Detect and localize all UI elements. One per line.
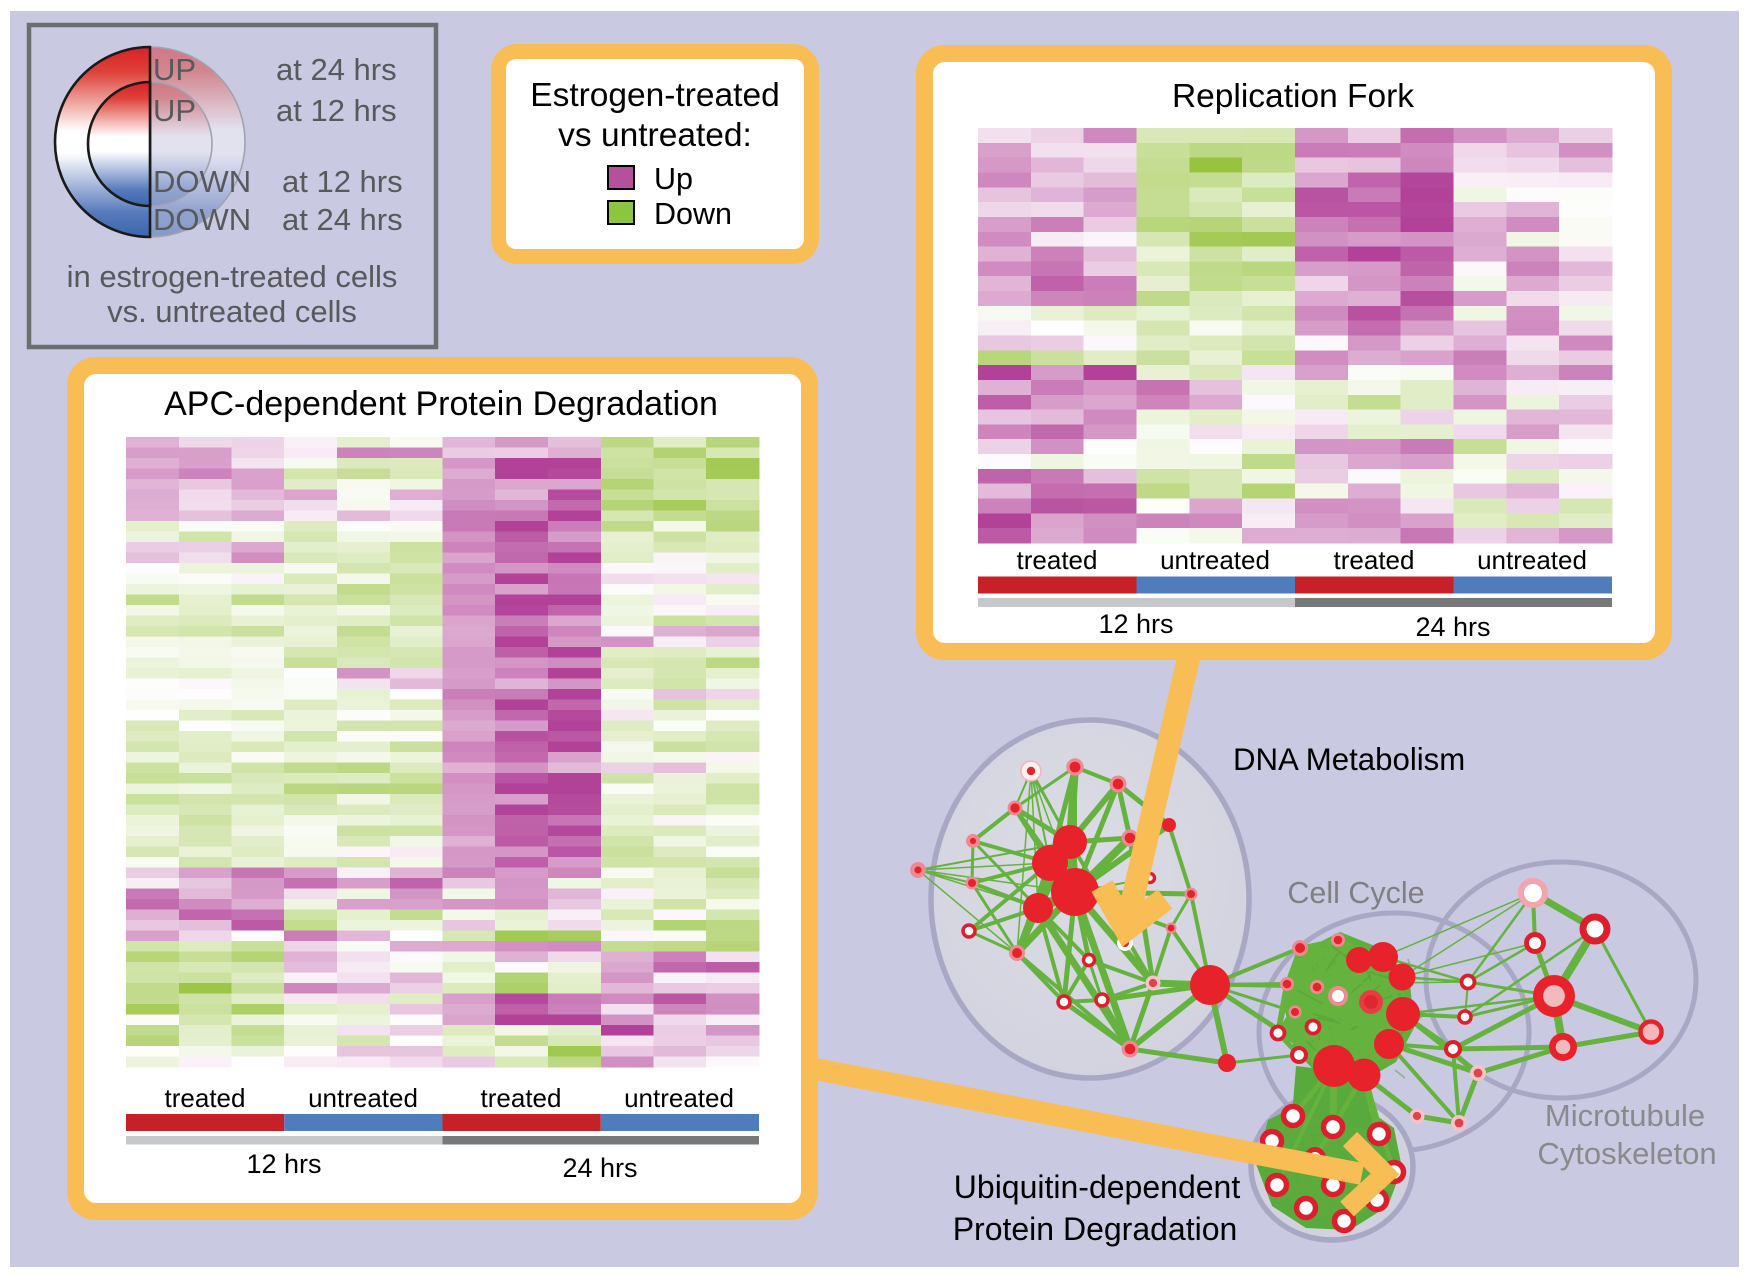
svg-text:in estrogen-treated cells: in estrogen-treated cells [67, 259, 398, 294]
svg-text:Microtubule: Microtubule [1545, 1098, 1705, 1133]
svg-text:Ubiquitin-dependent: Ubiquitin-dependent [954, 1169, 1241, 1205]
svg-text:DOWN: DOWN [153, 164, 251, 199]
svg-text:12 hrs: 12 hrs [246, 1149, 321, 1179]
svg-text:vs. untreated cells: vs. untreated cells [107, 294, 357, 329]
svg-text:UP: UP [153, 52, 196, 87]
svg-text:Estrogen-treated: Estrogen-treated [530, 77, 780, 114]
svg-text:vs untreated:: vs untreated: [558, 117, 752, 154]
svg-text:untreated: untreated [1477, 545, 1587, 575]
svg-text:at 24 hrs: at 24 hrs [282, 202, 403, 237]
svg-text:untreated: untreated [624, 1083, 734, 1113]
svg-text:APC-dependent Protein Degradat: APC-dependent Protein Degradation [164, 385, 718, 423]
svg-text:24 hrs: 24 hrs [1415, 612, 1490, 642]
svg-text:Cell Cycle: Cell Cycle [1287, 876, 1424, 910]
svg-text:treated: treated [165, 1083, 246, 1113]
svg-text:at 12 hrs: at 12 hrs [276, 93, 397, 128]
svg-text:DOWN: DOWN [153, 202, 251, 237]
svg-text:Up: Up [654, 162, 693, 196]
svg-text:untreated: untreated [1160, 545, 1270, 575]
svg-text:12 hrs: 12 hrs [1098, 609, 1173, 639]
svg-text:treated: treated [1334, 545, 1415, 575]
svg-text:untreated: untreated [308, 1083, 418, 1113]
svg-text:DNA Metabolism: DNA Metabolism [1233, 742, 1465, 777]
svg-text:Protein Degradation: Protein Degradation [953, 1211, 1238, 1247]
svg-text:treated: treated [481, 1083, 562, 1113]
svg-text:treated: treated [1017, 545, 1098, 575]
svg-text:Down: Down [654, 197, 732, 231]
svg-text:at 12 hrs: at 12 hrs [282, 164, 403, 199]
svg-text:Replication Fork: Replication Fork [1172, 78, 1414, 115]
svg-text:UP: UP [153, 93, 196, 128]
svg-text:24 hrs: 24 hrs [562, 1153, 637, 1183]
svg-text:at 24 hrs: at 24 hrs [276, 52, 397, 87]
svg-text:Cytoskeleton: Cytoskeleton [1537, 1136, 1716, 1171]
